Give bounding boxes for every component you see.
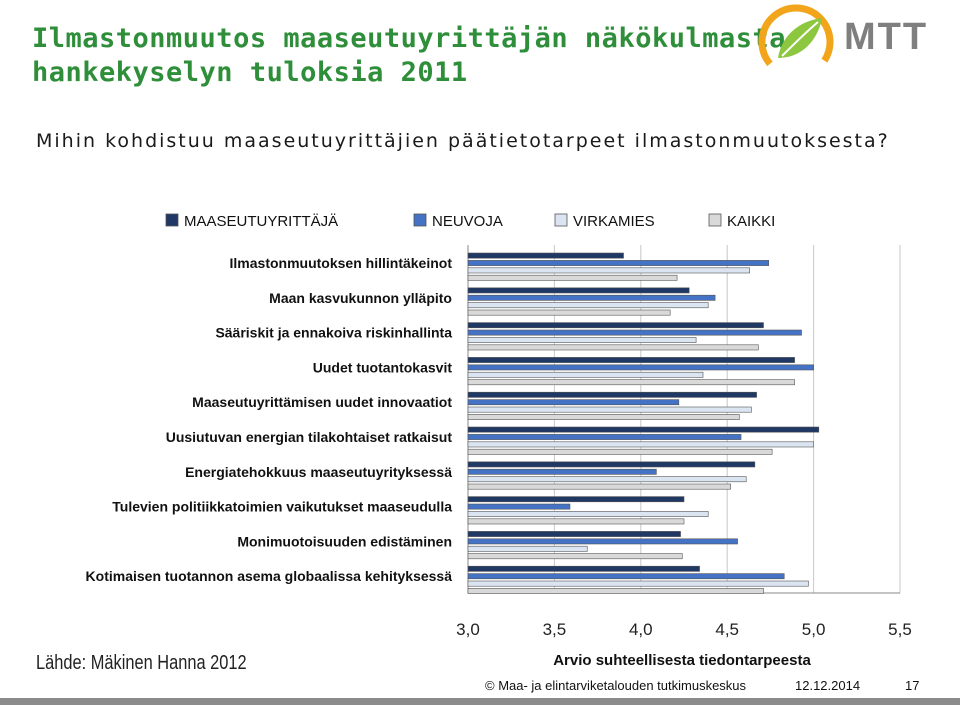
bar-kaikki bbox=[467, 553, 683, 560]
bar-kaikki bbox=[467, 414, 740, 420]
bar-maaseutuyrittäjä bbox=[467, 357, 795, 363]
category-label: Kotimaisen tuotannon asema globaalissa k… bbox=[86, 568, 453, 584]
bar-kaikki bbox=[467, 344, 759, 351]
bar-kaikki bbox=[467, 448, 773, 455]
footer-date: 12.12.2014 bbox=[795, 678, 861, 693]
bar-neuvoja bbox=[467, 503, 571, 510]
bar-neuvoja bbox=[467, 538, 738, 545]
bar-virkamies bbox=[467, 371, 704, 378]
category-label: Ilmastonmuutoksen hillintäkeinot bbox=[230, 255, 453, 271]
bar-virkamies bbox=[467, 267, 750, 274]
legend-swatch bbox=[708, 213, 722, 227]
bar-neuvoja bbox=[467, 573, 785, 580]
bar-kaikki bbox=[467, 274, 678, 281]
category-label: Uusiutuvan energian tilakohtaiset ratkai… bbox=[166, 429, 453, 445]
x-tick-label: 5,0 bbox=[802, 620, 826, 639]
x-tick-label: 3,5 bbox=[543, 620, 567, 639]
legend-label: KAIKKI bbox=[727, 213, 775, 230]
bar-maaseutuyrittäjä bbox=[467, 496, 685, 503]
bar-neuvoja bbox=[467, 468, 657, 475]
bar-kaikki bbox=[467, 309, 671, 316]
bar-virkamies bbox=[467, 580, 809, 587]
bar-neuvoja bbox=[467, 329, 802, 336]
legend-swatch bbox=[554, 213, 568, 227]
bar-neuvoja bbox=[467, 399, 680, 406]
bar-virkamies bbox=[467, 337, 697, 343]
bar-maaseutuyrittäjä bbox=[467, 322, 764, 329]
bar-kaikki bbox=[467, 518, 685, 525]
bar-maaseutuyrittäjä bbox=[467, 426, 820, 433]
category-label: Sääriskit ja ennakoiva riskinhallinta bbox=[215, 325, 452, 341]
bar-maaseutuyrittäjä bbox=[467, 287, 690, 294]
page-title: Ilmastonmuutos maaseutuyrittäjän näkökul… bbox=[32, 23, 803, 88]
category-label: Maan kasvukunnon ylläpito bbox=[269, 290, 452, 306]
footer-divider bbox=[0, 698, 960, 705]
legend-swatch bbox=[165, 213, 179, 227]
leaf-logo-icon bbox=[758, 4, 834, 80]
bar-maaseutuyrittäjä bbox=[467, 252, 624, 259]
bar-maaseutuyrittäjä bbox=[467, 531, 681, 537]
category-label: Uudet tuotantokasvit bbox=[313, 359, 453, 375]
bar-virkamies bbox=[467, 302, 709, 309]
bar-neuvoja bbox=[467, 434, 742, 440]
page-subtitle: Mihin kohdistuu maaseutuyrittäjien pääti… bbox=[36, 130, 890, 152]
bar-virkamies bbox=[467, 476, 747, 483]
x-tick-label: 3,0 bbox=[456, 620, 480, 639]
mtt-logo: MTT bbox=[756, 2, 946, 82]
bar-virkamies bbox=[467, 441, 814, 448]
footer: © Maa- ja elintarviketalouden tutkimuske… bbox=[485, 678, 919, 693]
x-tick-label: 5,5 bbox=[888, 620, 912, 639]
bar-virkamies bbox=[467, 511, 709, 517]
bar-neuvoja bbox=[467, 294, 716, 301]
source-note: Lähde: Mäkinen Hanna 2012 bbox=[36, 652, 247, 674]
bar-kaikki bbox=[467, 379, 795, 386]
footer-copyright: © Maa- ja elintarviketalouden tutkimuske… bbox=[485, 678, 747, 693]
category-label: Maaseutuyrittämisen uudet innovaatiot bbox=[192, 394, 452, 410]
bar-neuvoja bbox=[467, 260, 769, 266]
x-tick-label: 4,0 bbox=[629, 620, 653, 639]
category-label: Monimuotoisuuden edistäminen bbox=[237, 533, 452, 549]
bar-maaseutuyrittäjä bbox=[467, 391, 757, 398]
legend-label: NEUVOJA bbox=[432, 213, 503, 230]
footer-page-number: 17 bbox=[905, 678, 920, 693]
bar-kaikki bbox=[467, 588, 764, 594]
bar-maaseutuyrittäjä bbox=[467, 461, 756, 468]
logo-text: MTT bbox=[844, 16, 929, 58]
bar-neuvoja bbox=[467, 364, 814, 371]
bar-maaseutuyrittäjä bbox=[467, 565, 700, 572]
legend-label: VIRKAMIES bbox=[573, 213, 655, 230]
x-axis-title: Arvio suhteellisesta tiedontarpeesta bbox=[553, 652, 811, 669]
category-label: Energiatehokkuus maaseutuyrityksessä bbox=[185, 464, 452, 480]
legend-label: MAASEUTUYRITTÄJÄ bbox=[184, 213, 338, 230]
category-label: Tulevien politiikkatoimien vaikutukset m… bbox=[112, 499, 452, 515]
legend-swatch bbox=[413, 213, 427, 227]
x-tick-label: 4,5 bbox=[715, 620, 739, 639]
bar-kaikki bbox=[467, 483, 731, 490]
bar-virkamies bbox=[467, 545, 588, 552]
bar-virkamies bbox=[467, 406, 752, 413]
